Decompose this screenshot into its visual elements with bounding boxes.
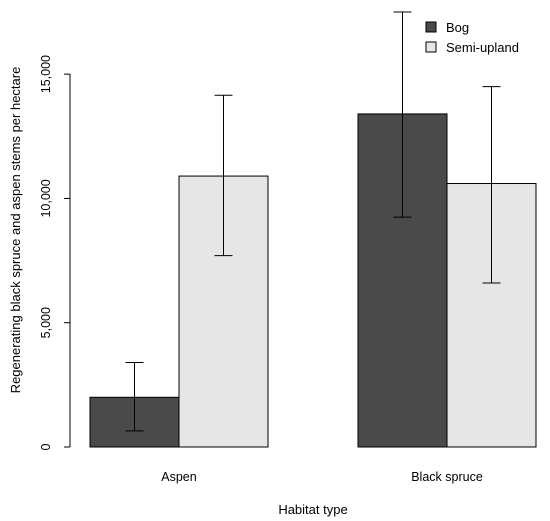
legend-label-semi-upland: Semi-upland <box>446 40 519 55</box>
legend-swatch-semi-upland <box>425 41 437 53</box>
x-axis-labels: Aspen Black spruce <box>161 470 483 484</box>
x-category-label: Aspen <box>161 470 196 484</box>
y-tick-label: 0 <box>39 443 53 450</box>
bars <box>89 113 537 448</box>
y-tick-label: 10,000 <box>39 179 53 217</box>
x-axis-title: Habitat type <box>278 502 347 517</box>
error-bars <box>125 11 501 432</box>
x-category-label: Black spruce <box>411 470 483 484</box>
bar-bog-black-spruce <box>357 113 448 448</box>
legend: Bog Semi-upland <box>425 20 519 55</box>
y-axis: 0 5,000 10,000 15,000 <box>39 55 71 450</box>
y-tick-label: 15,000 <box>39 55 53 93</box>
y-tick-label: 5,000 <box>39 307 53 338</box>
legend-label-bog: Bog <box>446 20 469 35</box>
y-axis-title: Regenerating black spruce and aspen stem… <box>8 67 23 394</box>
legend-swatch-bog <box>425 21 437 33</box>
